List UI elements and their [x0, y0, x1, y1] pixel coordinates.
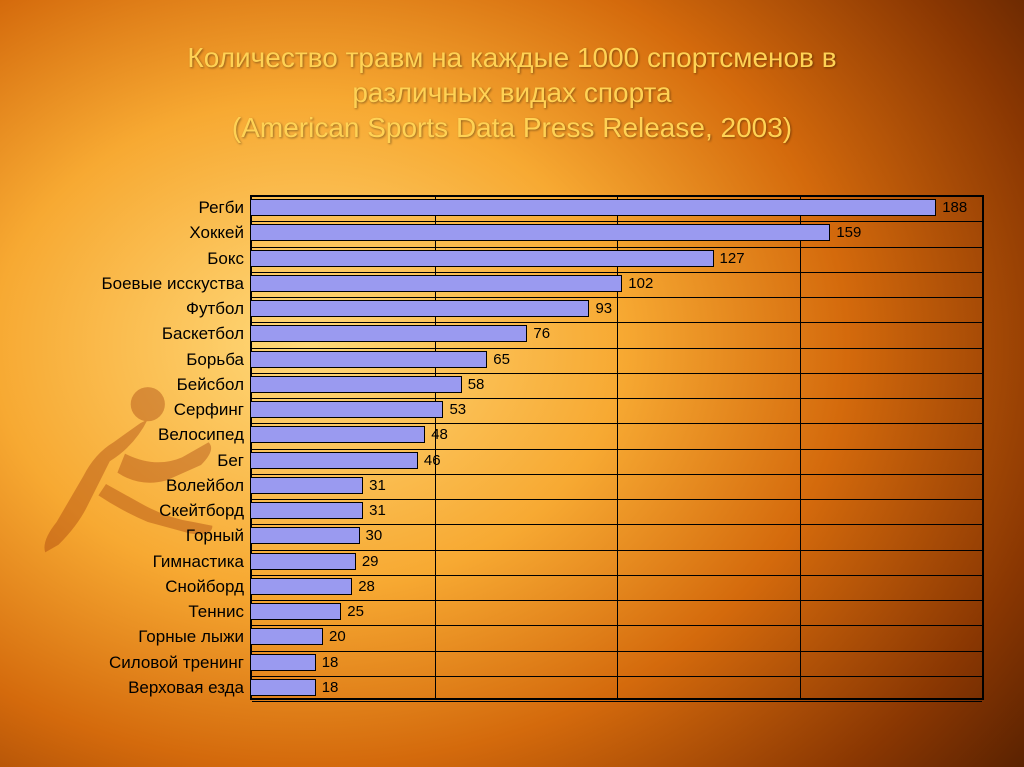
bar [250, 300, 589, 317]
bar [250, 654, 316, 671]
category-label: Снойборд [75, 577, 244, 597]
value-label: 48 [431, 426, 448, 443]
category-label: Горный [75, 526, 244, 546]
bar [250, 628, 323, 645]
value-label: 53 [449, 401, 466, 418]
category-label: Борьба [75, 350, 244, 370]
slide-title: Количество травм на каждые 1000 спортсме… [0, 0, 1024, 145]
category-label: Силовой тренинг [75, 653, 244, 673]
category-label: Боевые исскуства [75, 274, 244, 294]
value-label: 102 [628, 275, 653, 292]
bar [250, 325, 527, 342]
value-label: 65 [493, 351, 510, 368]
bar [250, 426, 425, 443]
category-label: Волейбол [75, 476, 244, 496]
value-label: 25 [347, 603, 364, 620]
bar [250, 224, 830, 241]
category-label: Горные лыжи [75, 627, 244, 647]
value-label: 31 [369, 502, 386, 519]
row-gridline [252, 221, 982, 222]
category-label: Бейсбол [75, 375, 244, 395]
bar [250, 578, 352, 595]
bar [250, 452, 418, 469]
bar [250, 527, 360, 544]
bar [250, 553, 356, 570]
row-gridline [252, 247, 982, 248]
value-label: 58 [468, 376, 485, 393]
bar [250, 351, 487, 368]
value-label: 18 [322, 654, 339, 671]
bar [250, 401, 443, 418]
row-gridline [252, 524, 982, 525]
injuries-chart: Регби 188 Хоккей 159 Бокс 127 Боевые исскуства… [75, 195, 980, 700]
slide: Количество травм на каждые 1000 спортсме… [0, 0, 1024, 767]
value-label: 30 [366, 527, 383, 544]
row-gridline [252, 474, 982, 475]
value-label: 188 [942, 199, 967, 216]
plot-area [250, 195, 984, 700]
category-label: Баскетбол [75, 324, 244, 344]
row-gridline [252, 373, 982, 374]
value-label: 29 [362, 553, 379, 570]
category-label: Верховая езда [75, 678, 244, 698]
category-label: Бокс [75, 249, 244, 269]
row-gridline [252, 423, 982, 424]
category-label: Теннис [75, 602, 244, 622]
bar [250, 275, 622, 292]
category-label: Скейтборд [75, 501, 244, 521]
row-gridline [252, 322, 982, 323]
category-label: Футбол [75, 299, 244, 319]
category-label: Хоккей [75, 223, 244, 243]
bar [250, 199, 936, 216]
bar [250, 250, 714, 267]
category-label: Бег [75, 451, 244, 471]
row-gridline [252, 348, 982, 349]
bar [250, 603, 341, 620]
row-gridline [252, 651, 982, 652]
value-label: 46 [424, 452, 441, 469]
value-label: 159 [836, 224, 861, 241]
row-gridline [252, 676, 982, 677]
row-gridline [252, 449, 982, 450]
row-gridline [252, 575, 982, 576]
row-gridline [252, 701, 982, 702]
value-label: 20 [329, 628, 346, 645]
row-gridline [252, 625, 982, 626]
row-gridline [252, 297, 982, 298]
category-label: Серфинг [75, 400, 244, 420]
bar [250, 502, 363, 519]
title-line: Количество травм на каждые 1000 спортсме… [0, 40, 1024, 75]
value-label: 127 [720, 250, 745, 267]
bar [250, 376, 462, 393]
row-gridline [252, 550, 982, 551]
value-label: 76 [533, 325, 550, 342]
value-label: 93 [595, 300, 612, 317]
category-label: Регби [75, 198, 244, 218]
row-gridline [252, 600, 982, 601]
title-line: (American Sports Data Press Release, 200… [0, 110, 1024, 145]
value-label: 31 [369, 477, 386, 494]
category-label: Велосипед [75, 425, 244, 445]
row-gridline [252, 272, 982, 273]
row-gridline [252, 398, 982, 399]
row-gridline [252, 499, 982, 500]
category-label: Гимнастика [75, 552, 244, 572]
value-label: 18 [322, 679, 339, 696]
bar [250, 679, 316, 696]
value-label: 28 [358, 578, 375, 595]
bar [250, 477, 363, 494]
title-line: различных видах спорта [0, 75, 1024, 110]
